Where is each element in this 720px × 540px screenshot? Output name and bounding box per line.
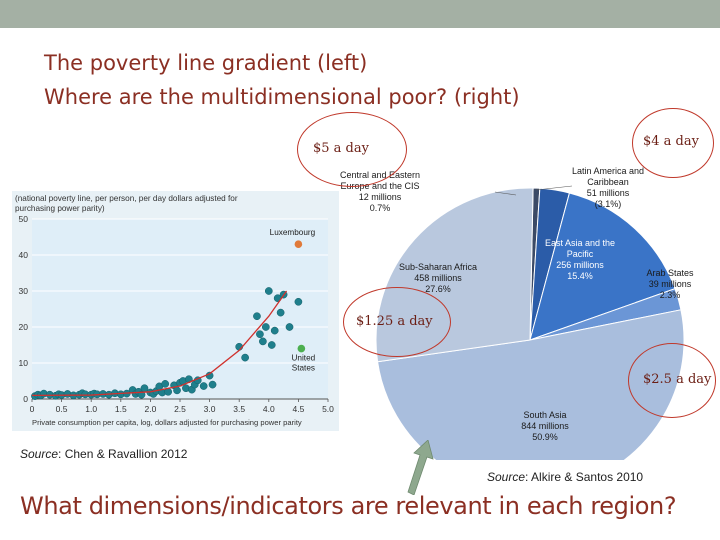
svg-text:(national poverty line, per pe: (national poverty line, per person, per … [15, 194, 238, 203]
scatter-x-tick-label: 2.0 [144, 404, 156, 414]
pie-leader-line [494, 191, 517, 196]
pie-slice-label: Arab States [646, 268, 694, 278]
pie-slice-label: 12 millions [359, 192, 402, 202]
pie-slice-label: Europe and the CIS [340, 181, 419, 191]
scatter-x-tick-label: 1.0 [85, 404, 97, 414]
scatter-point [161, 380, 170, 388]
scatter-point [264, 287, 273, 295]
scatter-x-tick-label: 5.0 [322, 404, 334, 414]
source-right: Source: Alkire & Santos 2010 [487, 470, 644, 484]
scatter-y-tick-label: 30 [19, 286, 29, 296]
scatter-point [294, 297, 303, 306]
scatter-point [259, 337, 267, 346]
slide-top-bar [0, 0, 720, 28]
scatter-point [199, 382, 208, 390]
scatter-annotation-label: States [292, 364, 315, 373]
callout-4-a-day-label: $4 a day [643, 134, 699, 149]
scatter-x-tick-label: 2.5 [174, 404, 186, 414]
scatter-y-tick-label: 0 [23, 394, 28, 404]
pie-slice-label: 2.3% [660, 290, 681, 300]
slide-title-line1: The poverty line gradient (left) [44, 51, 368, 75]
source-left: Source: Chen & Ravallion 2012 [20, 447, 188, 461]
scatter-point [267, 341, 276, 349]
pie-slice-label: Sub-Saharan Africa [399, 262, 477, 272]
pie-slice-label: South Asia [523, 410, 566, 420]
scatter-y-tick-label: 40 [19, 250, 29, 260]
poverty-line-scatter-chart: (national poverty line, per person, per … [12, 191, 339, 431]
scatter-annotation-point [294, 240, 303, 248]
scatter-annotation-label: United [292, 354, 316, 363]
pie-slice-label: 0.7% [370, 203, 391, 213]
callout-5-a-day: $5 a day [297, 112, 407, 187]
pie-slice-label: Pacific [567, 249, 594, 259]
scatter-point [276, 308, 285, 317]
pie-slice-label: 50.9% [532, 432, 558, 442]
pie-slice-label: (3.1%) [595, 199, 622, 209]
callout-2-5-a-day: $2.5 a day [628, 343, 716, 418]
scatter-point [285, 323, 294, 331]
scatter-x-tick-label: 1.5 [115, 404, 127, 414]
scatter-x-tick-label: 0 [30, 404, 35, 414]
scatter-y-ticks: 0 10 20 30 40 50 [19, 214, 29, 404]
pie-slice-label: 458 millions [414, 273, 462, 283]
scatter-y-tick-label: 50 [19, 214, 29, 224]
pie-slice-label: East Asia and the [545, 238, 615, 248]
pie-slice [529, 192, 676, 341]
callout-1-25-a-day: $1.25 a day [343, 287, 451, 357]
callout-4-a-day: $4 a day [632, 108, 714, 178]
pie-slice-label: 844 millions [521, 421, 569, 431]
pie-slices [375, 187, 685, 460]
scatter-annotation-label: Luxembourg [270, 228, 316, 237]
scatter-y-tick-label: 10 [19, 358, 29, 368]
callout-5-a-day-label: $5 a day [313, 141, 369, 156]
scatter-plot-area [32, 219, 328, 399]
scatter-x-axis-label: Private consumption per capita, log, dol… [32, 418, 302, 427]
pie-slice-label: 256 millions [556, 260, 604, 270]
pie-slice-label: 51 millions [587, 188, 630, 198]
slide-question: What dimensions/indicators are relevant … [20, 492, 677, 520]
scatter-title: (national poverty line, per person, per … [15, 194, 238, 213]
callout-1-25-a-day-label: $1.25 a day [356, 314, 433, 329]
scatter-point [270, 326, 279, 335]
scatter-x-ticks: 0 0.5 1.0 1.5 2.0 2.5 3.0 3.5 4.0 4.5 5.0 [30, 399, 334, 414]
scatter-point [256, 330, 264, 339]
pie-slice-label: 39 millions [649, 279, 692, 289]
scatter-point [261, 323, 270, 331]
arrow-icon [407, 440, 434, 495]
pie-slice-label: Latin America and [572, 166, 644, 176]
scatter-point [253, 312, 261, 321]
scatter-annotation-point [297, 344, 306, 353]
scatter-point [241, 353, 249, 362]
scatter-x-tick-label: 3.5 [233, 404, 245, 414]
pie-slice-label: 15.4% [567, 271, 593, 281]
pie-slice-label: 27.6% [425, 284, 451, 294]
scatter-x-tick-label: 4.5 [292, 404, 304, 414]
slide-title-line2: Where are the multidimensional poor? (ri… [44, 85, 520, 109]
scatter-x-tick-label: 0.5 [56, 404, 68, 414]
callout-2-5-a-day-label: $2.5 a day [643, 372, 712, 387]
scatter-x-tick-label: 4.0 [263, 404, 275, 414]
pie-slice-label: Caribbean [587, 177, 629, 187]
svg-text:purchasing power parity): purchasing power parity) [15, 204, 105, 213]
scatter-fit-line [31, 290, 288, 397]
scatter-x-tick-label: 3.0 [204, 404, 216, 414]
pie-leader-line [535, 185, 573, 191]
scatter-y-tick-label: 20 [19, 322, 29, 332]
scatter-point [208, 380, 217, 389]
scatter-point [173, 386, 181, 395]
